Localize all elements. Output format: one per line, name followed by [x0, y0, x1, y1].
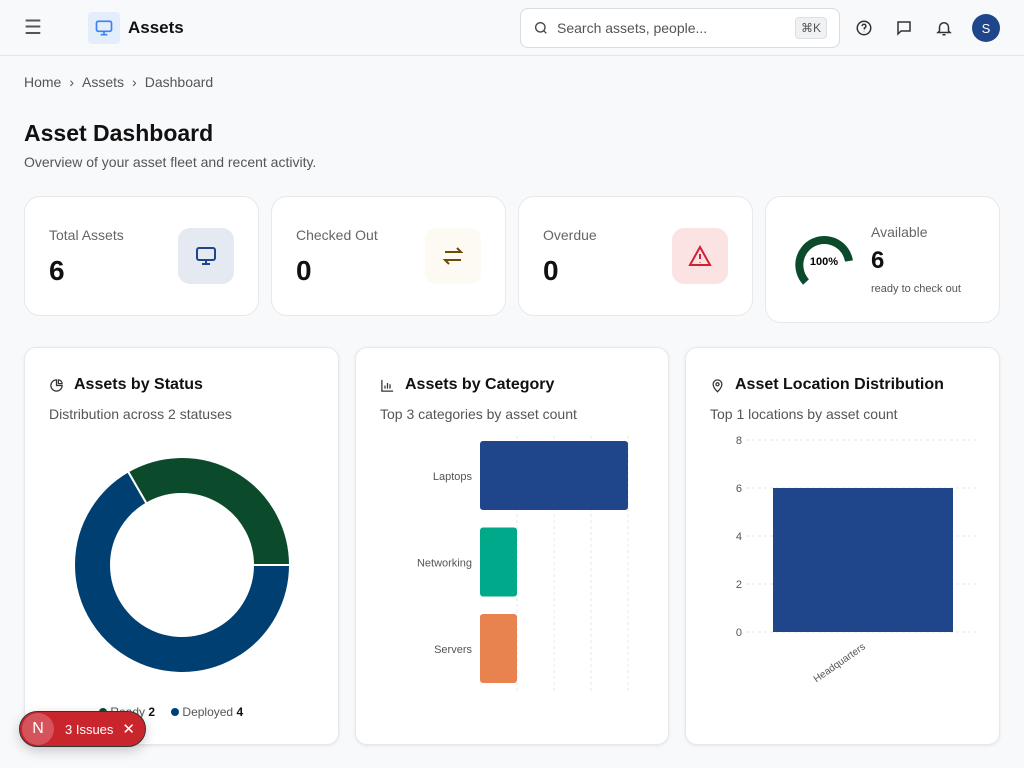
pie-chart-icon: [50, 378, 63, 392]
map-pin-icon: [712, 378, 723, 393]
stat-available[interactable]: 100% Available 6 ready to check out: [765, 196, 1000, 323]
chevron-right-icon: ›: [69, 74, 75, 90]
x-tick-label: Headquarters: [812, 641, 868, 685]
top-bar: ☰ Assets Search assets, people... ⌘K S: [0, 0, 1024, 56]
bar-laptops: [480, 441, 628, 510]
stat-value: 0: [543, 255, 559, 286]
bar-chart-icon: [381, 379, 394, 392]
chevron-right-icon: ›: [132, 74, 137, 90]
panel-subtitle: Top 3 categories by asset count: [380, 406, 577, 422]
category-bar-chart: Laptops Networking Servers: [417, 436, 629, 693]
stat-value: 6: [871, 247, 885, 274]
stat-total-assets[interactable]: Total Assets 6: [24, 196, 259, 316]
stat-label: Total Assets: [49, 227, 124, 243]
breadcrumb-home[interactable]: Home: [24, 74, 62, 90]
y-tick-label: 0: [736, 627, 742, 639]
page-title: Asset Dashboard: [24, 120, 214, 146]
page-subtitle: Overview of your asset fleet and recent …: [24, 154, 317, 170]
app-title: Assets: [128, 17, 184, 37]
y-tick-label: 6: [736, 483, 742, 495]
avatar[interactable]: S: [972, 14, 1000, 42]
legend-deployed: Deployed 4: [171, 705, 243, 719]
bell-icon[interactable]: [932, 12, 956, 44]
issues-badge[interactable]: N 3 Issues ✕: [19, 711, 146, 747]
availability-gauge: 100%: [795, 236, 853, 285]
breadcrumb-dashboard: Dashboard: [144, 74, 214, 90]
next-logo: N: [22, 713, 54, 745]
message-icon[interactable]: [892, 12, 916, 44]
bar-networking: [480, 527, 517, 597]
donut-slice-ready: [126, 456, 292, 566]
status-panel: Assets by Status Distribution across 2 s…: [24, 347, 339, 745]
stat-checked-out[interactable]: Checked Out 0: [271, 196, 506, 316]
breadcrumb-assets[interactable]: Assets: [82, 74, 125, 90]
shortcut-hint: ⌘K: [794, 17, 827, 39]
stat-value: 6: [49, 255, 65, 286]
stat-sub: ready to check out: [871, 283, 961, 295]
y-tick-label: 2: [736, 579, 742, 591]
stat-overdue[interactable]: Overdue 0: [518, 196, 753, 316]
location-panel: Asset Location Distribution Top 1 locati…: [685, 347, 1000, 745]
issues-label: 3 Issues: [65, 721, 114, 737]
menu-icon[interactable]: ☰: [24, 17, 42, 39]
stat-value: 0: [296, 255, 312, 286]
breadcrumb: Home › Assets › Dashboard: [24, 74, 213, 90]
y-tick-label: 8: [736, 435, 742, 447]
arrows-exchange-icon: [425, 228, 481, 284]
stat-label: Available: [871, 224, 928, 240]
donut-slice-deployed: [73, 470, 292, 674]
stat-label: Overdue: [543, 227, 597, 243]
panel-title: Assets by Status: [74, 376, 203, 393]
search-input[interactable]: Search assets, people... ⌘K: [520, 8, 840, 48]
search-icon: [535, 22, 547, 34]
close-icon[interactable]: ✕: [122, 721, 135, 738]
location-bar-chart: 0 2 4 6 8 Headquarters: [736, 435, 976, 685]
gauge-percent: 100%: [810, 256, 838, 268]
monitor-icon[interactable]: [88, 11, 120, 44]
category-label: Servers: [434, 644, 472, 656]
panel-title: Asset Location Distribution: [735, 376, 944, 393]
category-panel: Assets by Category Top 3 categories by a…: [355, 347, 669, 745]
help-icon[interactable]: [852, 12, 876, 44]
category-label: Laptops: [433, 471, 473, 483]
bar-headquarters: [773, 488, 953, 632]
panel-subtitle: Top 1 locations by asset count: [710, 406, 898, 422]
search-placeholder: Search assets, people...: [557, 20, 708, 36]
bar-servers: [480, 614, 517, 683]
category-label: Networking: [417, 558, 472, 570]
y-tick-label: 4: [736, 531, 742, 543]
stat-label: Checked Out: [296, 227, 378, 243]
panel-subtitle: Distribution across 2 statuses: [49, 406, 232, 422]
status-donut-chart: [73, 456, 292, 674]
warning-icon: [672, 228, 728, 284]
monitor-icon: [178, 228, 234, 284]
panel-title: Assets by Category: [405, 376, 555, 393]
